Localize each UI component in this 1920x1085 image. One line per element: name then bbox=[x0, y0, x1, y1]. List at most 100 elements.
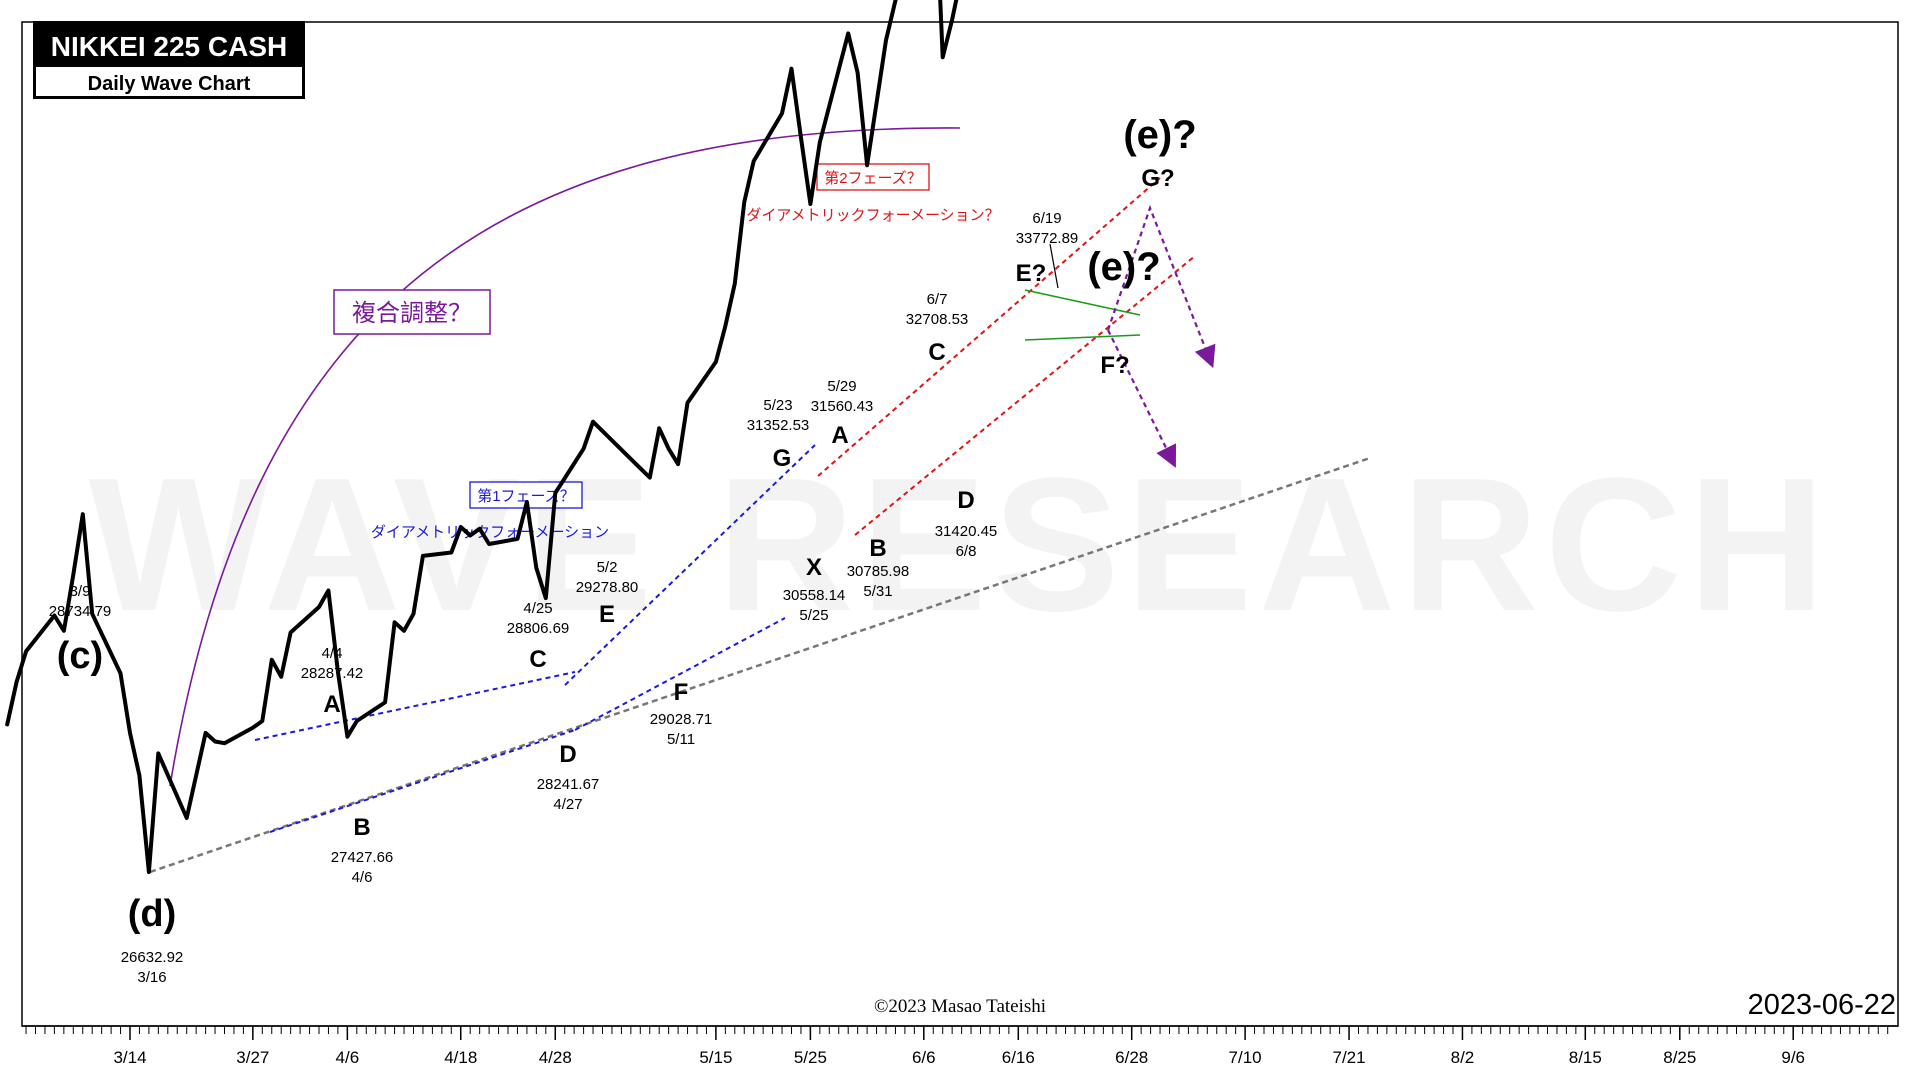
wave-label-p1-A: 4/4 28287.42 A bbox=[301, 645, 364, 718]
wave-d-major-label: (d) bbox=[128, 893, 177, 935]
support-line bbox=[149, 456, 1371, 874]
wave-label-p2-D: D 31420.45 6/8 bbox=[935, 487, 998, 560]
correction-arc bbox=[169, 127, 961, 787]
wave-p1-G-date: 5/23 bbox=[763, 397, 792, 414]
price-line bbox=[5, 0, 959, 874]
projection-arrow-down bbox=[1107, 329, 1177, 468]
wave-p1-G-label: G bbox=[773, 445, 792, 472]
x-axis-tick-label: 4/18 bbox=[444, 1048, 477, 1067]
complex-correction-box: 複合調整？ bbox=[333, 289, 491, 335]
wave-p1-G-value: 31352.53 bbox=[747, 417, 810, 434]
phase2-box-label: 第2フェーズ？ bbox=[824, 169, 922, 187]
wave-label-p1-B: B 27427.66 4/6 bbox=[331, 814, 394, 886]
title-box: NIKKEI 225 CASH Daily Wave Chart bbox=[33, 21, 305, 99]
wave-p2-E-date: 6/19 bbox=[1032, 210, 1061, 227]
phase1-formation-label: ダイアメトリックフォーメーション bbox=[371, 524, 609, 541]
x-axis-tick-label: 6/16 bbox=[1002, 1048, 1035, 1067]
wave-p2-B-label: B bbox=[869, 535, 886, 562]
phase1-upper-line bbox=[254, 671, 576, 741]
wave-e-major-label-top: (e)? bbox=[1123, 113, 1196, 157]
x-axis-tick-label: 7/21 bbox=[1333, 1048, 1366, 1067]
wave-p2-C-value: 32708.53 bbox=[906, 311, 969, 328]
wave-p1-C-value: 28806.69 bbox=[507, 620, 570, 637]
wave-label-p2-E: 6/19 33772.89 E? bbox=[1016, 210, 1079, 287]
wave-X-date: 5/25 bbox=[799, 607, 828, 624]
wave-p2-E-label: E? bbox=[1016, 260, 1047, 287]
phase2-upper-line bbox=[817, 177, 1161, 477]
wave-p1-B-date: 4/6 bbox=[352, 869, 373, 886]
watermark: WAVE RESEARCH bbox=[89, 439, 1831, 651]
wave-label-p2-B: B 30785.98 5/31 bbox=[847, 535, 910, 600]
wave-p1-B-label: B bbox=[353, 814, 370, 841]
phase2-formation-label: ダイアメトリックフォーメーション？ bbox=[746, 207, 999, 224]
wave-p2-A-label: A bbox=[831, 422, 848, 449]
phase1-box: 第1フェーズ？ bbox=[469, 481, 583, 509]
complex-correction-label: 複合調整？ bbox=[352, 300, 472, 327]
wave-p2-B-value: 30785.98 bbox=[847, 563, 910, 580]
x-axis-tick-label: 6/28 bbox=[1115, 1048, 1148, 1067]
wave-d-major-date: 3/16 bbox=[137, 969, 166, 986]
x-axis-tick-label: 6/6 bbox=[912, 1048, 936, 1067]
date-stamp: 2023-06-22 bbox=[1748, 989, 1896, 1021]
wave-p1-F-date: 5/11 bbox=[667, 731, 695, 748]
x-axis-tick-label: 3/14 bbox=[113, 1048, 146, 1067]
wave-X-label: X bbox=[806, 554, 822, 581]
chart-title: NIKKEI 225 CASH bbox=[51, 31, 288, 62]
wave-label-p1-F: F 29028.71 5/11 bbox=[650, 679, 713, 748]
wave-label-p1-D: D 28241.67 4/27 bbox=[537, 741, 600, 813]
wave-e-major-label-mid: (e)? bbox=[1087, 245, 1160, 289]
wave-p2-A-date: 5/29 bbox=[827, 378, 856, 395]
wave-p1-B-value: 27427.66 bbox=[331, 849, 394, 866]
wave-p1-F-value: 29028.71 bbox=[650, 711, 713, 728]
chart-subtitle: Daily Wave Chart bbox=[88, 73, 251, 95]
wave-label-p2-A: 5/29 31560.43 A bbox=[811, 378, 874, 449]
phase1-lower-line-2 bbox=[574, 617, 786, 731]
triangle-upper-line bbox=[1024, 289, 1141, 316]
wave-label-p1-E: 5/2 29278.80 E bbox=[576, 559, 639, 628]
x-axis: 3/14 3/27 4/6 4/18 4/28 5/15 5/25 6/6 6/16 6/28 7/… bbox=[22, 1025, 1898, 1067]
wave-label-X: X 30558.14 5/25 bbox=[783, 554, 846, 624]
wave-p1-D-value: 28241.67 bbox=[537, 776, 600, 793]
phase2-lower-line bbox=[854, 255, 1196, 536]
wave-p1-C-date: 4/25 bbox=[523, 600, 552, 617]
wave-label-p2-C: 6/7 32708.53 C bbox=[906, 291, 969, 366]
wave-p1-E-value: 29278.80 bbox=[576, 579, 639, 596]
wave-p1-E-date: 5/2 bbox=[597, 559, 618, 576]
wave-p1-D-date: 4/27 bbox=[553, 796, 582, 813]
wave-p2-G-label: G? bbox=[1141, 165, 1174, 192]
triangle-lower-line bbox=[1024, 334, 1141, 341]
x-axis-tick-label: 5/25 bbox=[794, 1048, 827, 1067]
wave-c-major-label: (c) bbox=[57, 635, 103, 677]
phase1-upper-line-2 bbox=[564, 444, 816, 686]
wave-p2-A-value: 31560.43 bbox=[811, 398, 874, 415]
x-axis-tick-label: 4/28 bbox=[539, 1048, 572, 1067]
x-axis-tick-label: 5/15 bbox=[699, 1048, 732, 1067]
phase2-box: 第2フェーズ？ bbox=[816, 163, 930, 191]
x-axis-tick-label: 7/10 bbox=[1229, 1048, 1262, 1067]
plot-border bbox=[21, 21, 1899, 1027]
wave-p1-A-date: 4/4 bbox=[322, 645, 343, 662]
wave-p2-D-date: 6/8 bbox=[956, 543, 977, 560]
x-axis-tick-label: 8/15 bbox=[1569, 1048, 1602, 1067]
wave-c-major-date: 3/9 bbox=[70, 583, 91, 600]
wave-p2-F-label: F? bbox=[1100, 352, 1129, 379]
wave-p2-C-date: 6/7 bbox=[927, 291, 948, 308]
wave-label-c-major: 3/9 28734.79 (c) bbox=[49, 583, 112, 677]
x-axis-tick-label: 3/27 bbox=[236, 1048, 269, 1067]
wave-p2-D-label: D bbox=[957, 487, 974, 514]
wave-label-p1-C: 4/25 28806.69 C bbox=[507, 600, 570, 673]
wave-p1-A-label: A bbox=[323, 691, 340, 718]
wave-p1-F-label: F bbox=[674, 679, 689, 706]
wave-p2-E-value: 33772.89 bbox=[1016, 230, 1079, 247]
x-axis-tick-label: 8/25 bbox=[1663, 1048, 1696, 1067]
x-axis-tick-label: 4/6 bbox=[336, 1048, 360, 1067]
x-axis-tick-label: 8/2 bbox=[1451, 1048, 1475, 1067]
wave-label-p1-G: 5/23 31352.53 G bbox=[747, 397, 810, 472]
wave-p1-D-label: D bbox=[559, 741, 576, 768]
e-pointer-line bbox=[1049, 243, 1059, 289]
wave-p2-B-date: 5/31 bbox=[863, 583, 892, 600]
wave-p1-C-label: C bbox=[529, 646, 546, 673]
projection-arrow-up bbox=[1106, 204, 1216, 369]
